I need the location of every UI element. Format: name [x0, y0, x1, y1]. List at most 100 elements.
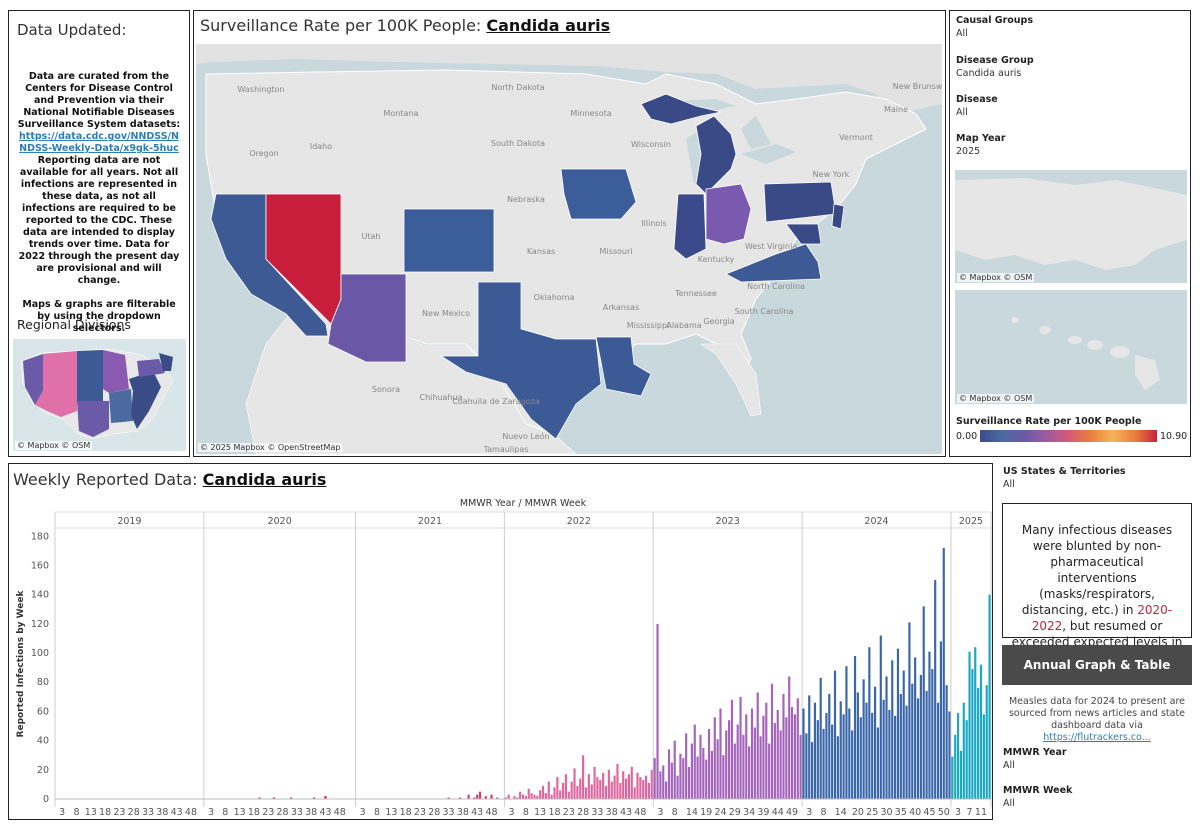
state-colorado[interactable] — [403, 208, 495, 273]
nndss-link[interactable]: https://data.cdc.gov/NNDSS/NNDSS-Weekly-… — [19, 131, 179, 154]
bar-2020-w25 — [272, 797, 276, 799]
alaska-inset-map[interactable]: © Mapbox © OSM — [955, 170, 1187, 283]
disease-dropdown[interactable]: All — [956, 107, 968, 118]
annual-graph-table-button[interactable]: Annual Graph & Table — [1002, 645, 1192, 685]
map-year-dropdown[interactable]: 2025 — [956, 146, 981, 157]
bar-2022-w43 — [624, 778, 628, 799]
week-tick-label: 28 — [428, 807, 440, 818]
bar-2025-w3 — [956, 712, 960, 799]
week-tick-label: 23 — [563, 807, 575, 818]
region-west-north-central[interactable] — [77, 350, 103, 401]
bar-2024-w29 — [882, 699, 885, 799]
bar-2023-w48 — [788, 676, 791, 799]
region-south-atlantic[interactable] — [129, 371, 161, 429]
bar-2024-w12 — [833, 670, 837, 799]
bar-2022-w50 — [644, 775, 648, 799]
week-tick-label: 38 — [305, 807, 317, 818]
bar-2022-w52 — [650, 769, 653, 799]
map-copyright: © 2025 Mapbox © OpenStreetMap — [198, 443, 343, 452]
region-new-england[interactable] — [159, 353, 173, 371]
region-east-north-central[interactable] — [103, 350, 129, 393]
week-tick-label: 18 — [248, 807, 260, 818]
bar-2020-w20 — [258, 797, 261, 799]
bar-2024-w40 — [914, 657, 917, 799]
bar-2022-w38 — [610, 781, 613, 799]
bar-2022-w15 — [544, 793, 547, 799]
year-label-2023: 2023 — [716, 516, 740, 527]
bar-2024-w35 — [899, 693, 902, 799]
us-states-dropdown[interactable]: All — [1003, 479, 1015, 490]
disease-group-dropdown[interactable]: Candida auris — [956, 68, 1022, 79]
week-tick-label: 45 — [923, 807, 935, 818]
chart-title-disease[interactable]: Candida auris — [202, 470, 327, 489]
week-tick-label: 19 — [700, 807, 712, 818]
week-tick-label: 34 — [743, 807, 755, 818]
bar-2024-w24 — [868, 647, 871, 799]
bar-2022-w31 — [590, 784, 593, 799]
bar-2024-w37 — [905, 705, 908, 799]
region-mountain[interactable] — [35, 351, 77, 417]
region-middle-atlantic[interactable] — [137, 359, 165, 377]
label-illinois: Illinois — [641, 219, 666, 228]
hawaii-inset-map[interactable]: © Mapbox © OSM — [955, 290, 1187, 404]
legend-min: 0.00 — [956, 431, 978, 442]
bar-2024-w49 — [939, 641, 942, 799]
bar-2024-w19 — [853, 655, 857, 799]
state-texas[interactable] — [439, 281, 602, 440]
weekly-chart-panel: Weekly Reported Data: Candida auris MMWR… — [8, 463, 993, 820]
filter-panel: Causal Groups All Disease Group Candida … — [949, 10, 1191, 457]
week-tick-label: 49 — [786, 807, 798, 818]
week-tick-label: 38 — [457, 807, 469, 818]
bar-2022-w10 — [530, 793, 533, 799]
causal-groups-dropdown[interactable]: All — [956, 28, 968, 39]
state-michigan[interactable] — [695, 115, 737, 195]
mmwr-year-dropdown[interactable]: All — [1003, 760, 1015, 771]
map-title-disease[interactable]: Candida auris — [486, 16, 611, 35]
regional-divisions-map[interactable]: © Mapbox © OSM — [13, 339, 186, 451]
mmwr-year-label: MMWR Year — [1003, 747, 1067, 758]
state-louisiana[interactable] — [595, 336, 652, 397]
mmwr-week-dropdown[interactable]: All — [1003, 798, 1015, 809]
bar-2021-w33 — [447, 797, 450, 799]
y-tick-label: 20 — [37, 765, 49, 776]
week-tick-label: 28 — [577, 807, 589, 818]
state-new-jersey[interactable] — [831, 203, 845, 230]
bar-2024-w7 — [819, 677, 822, 799]
bar-2024-w32 — [891, 660, 894, 799]
week-tick-label: 44 — [772, 807, 784, 818]
week-tick-label: 7 — [967, 807, 973, 818]
week-tick-label: 30 — [880, 807, 892, 818]
bar-2025-w7 — [968, 651, 971, 799]
region-pacific[interactable] — [23, 354, 43, 405]
state-michigan-upper[interactable] — [640, 93, 722, 125]
region-east-south-central[interactable] — [109, 389, 133, 423]
week-tick-label: 43 — [471, 807, 483, 818]
bar-2022-w45 — [630, 766, 633, 799]
flutrackers-link[interactable]: https://flutrackers.co... — [1043, 732, 1151, 743]
state-virginia[interactable] — [725, 243, 822, 283]
bar-2025-w2 — [954, 734, 957, 799]
weekly-bar-chart[interactable]: MMWR Year / MMWR Week Reported Infections… — [9, 494, 992, 819]
y-tick-label: 180 — [31, 531, 49, 542]
bar-2024-w1 — [802, 708, 805, 799]
state-ohio[interactable] — [705, 183, 752, 245]
y-tick-label: 60 — [37, 706, 49, 717]
bar-2024-w10 — [828, 693, 831, 799]
week-tick-label: 3 — [360, 807, 366, 818]
bar-2021-w50 — [496, 797, 499, 799]
region-west-south-central[interactable] — [77, 401, 109, 437]
map-title: Surveillance Rate per 100K People: Candi… — [200, 16, 610, 35]
us-choropleth-map[interactable]: Washington Oregon Idaho Montana North Da… — [196, 44, 942, 454]
state-indiana[interactable] — [673, 193, 707, 260]
state-iowa[interactable] — [560, 168, 637, 220]
bar-2023-w41 — [768, 743, 771, 799]
state-maryland[interactable] — [785, 223, 822, 245]
week-tick-label: 28 — [277, 807, 289, 818]
state-arizona[interactable] — [327, 273, 407, 363]
bar-2023-w12 — [685, 733, 688, 799]
week-tick-label: 8 — [73, 807, 79, 818]
week-tick-label: 3 — [59, 807, 65, 818]
label-mississippi: Mississippi — [627, 321, 670, 330]
bar-2022-w7 — [521, 794, 525, 799]
x-axis-header: MMWR Year / MMWR Week — [460, 498, 587, 509]
